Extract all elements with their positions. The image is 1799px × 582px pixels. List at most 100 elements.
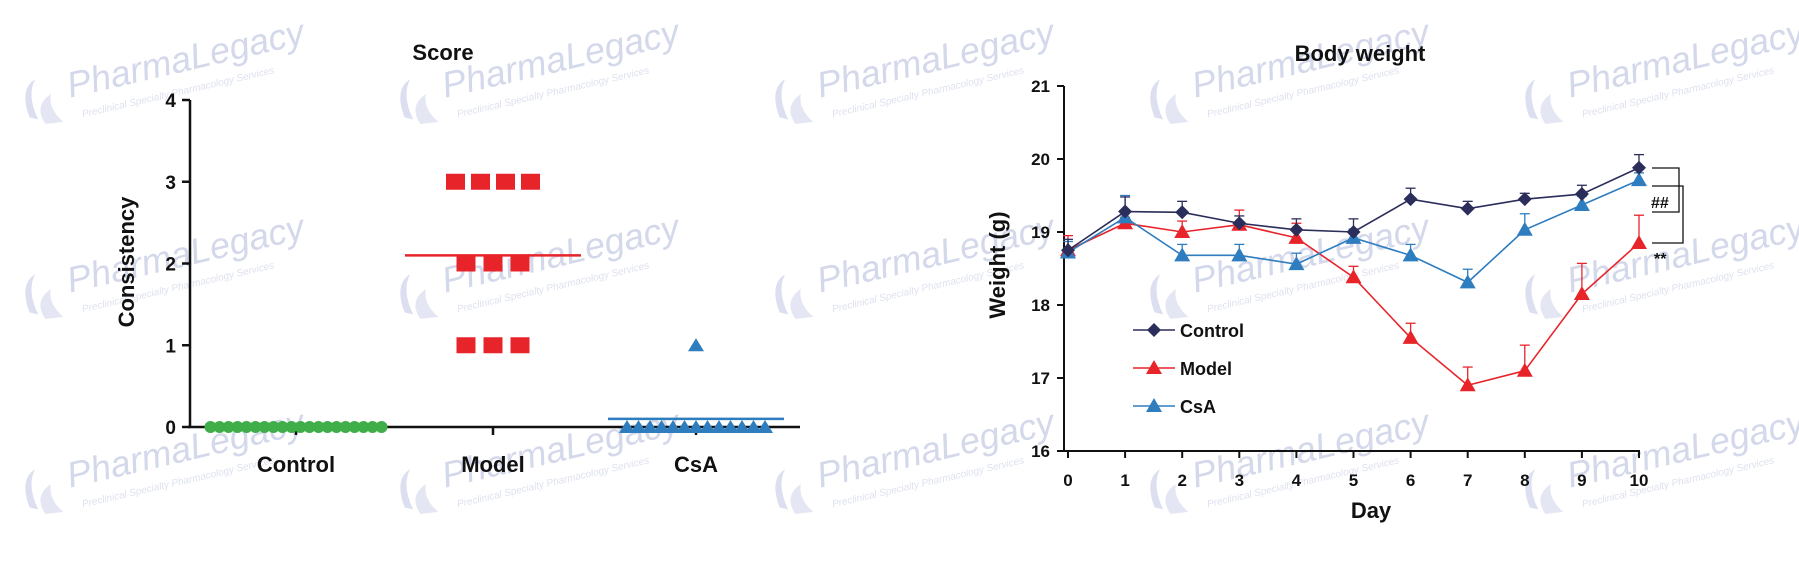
score-y-tick-label: 2 — [165, 255, 176, 276]
bw-x-tick-label: 6 — [1406, 471, 1415, 490]
score-point-model — [456, 337, 476, 354]
score-point-control — [366, 421, 379, 433]
score-point-control — [222, 421, 235, 433]
bw-y-tick-label: 19 — [1031, 223, 1050, 242]
score-point-model — [483, 255, 503, 272]
bw-y-label: Weight (g) — [985, 211, 1010, 318]
watermark-logo-icon — [790, 94, 814, 125]
bw-series — [1060, 153, 1647, 392]
bw-point-csa — [1288, 256, 1305, 271]
score-point-control — [375, 421, 388, 433]
score-point-model — [456, 255, 476, 272]
bracket-star — [1652, 185, 1684, 244]
bw-point-model — [1402, 329, 1419, 344]
legend-marker — [1146, 398, 1162, 412]
watermark-logo-icon — [40, 289, 64, 320]
score-point-model — [521, 173, 540, 190]
bw-point-csa — [1516, 221, 1533, 236]
bw-series-model — [1060, 209, 1647, 392]
score-y-ticks: 0 1 2 3 4 — [165, 91, 190, 439]
bw-point-control — [1118, 204, 1133, 219]
bw-x-tick-label: 8 — [1520, 471, 1529, 490]
bw-point-model — [1631, 234, 1647, 249]
score-x-ticks: Control Model CsA — [257, 427, 718, 477]
bw-x-tick-label: 0 — [1063, 471, 1072, 490]
bw-y-tick-label: 21 — [1031, 77, 1050, 96]
watermark-logo-icon — [40, 94, 64, 125]
bw-x-label: Day — [1351, 498, 1392, 523]
watermark-logo-icon — [415, 289, 439, 320]
score-title: Score — [412, 40, 473, 65]
legend-marker — [1147, 323, 1161, 337]
legend-item-model: Model — [1133, 359, 1232, 379]
bw-title: Body weight — [1295, 41, 1426, 66]
watermark-logo-icon — [790, 484, 814, 515]
watermark-logo-icon — [415, 484, 439, 515]
bw-series-csa — [1060, 172, 1647, 289]
bw-series-control — [1061, 153, 1646, 258]
body-weight-chart: Body weight Weight (g) Day 161718192021 … — [985, 41, 1684, 523]
score-point-csa — [642, 420, 658, 433]
score-y-tick-label: 0 — [165, 418, 176, 439]
bw-point-control — [1517, 192, 1532, 207]
score-point-model — [496, 173, 515, 190]
watermark-logo-icon — [775, 274, 789, 315]
annotation-hash: ## — [1651, 195, 1669, 212]
score-y-tick-label: 4 — [165, 91, 176, 112]
watermark-logo-icon — [1150, 79, 1164, 120]
bw-point-control — [1632, 160, 1646, 175]
bw-x-tick-label: 10 — [1630, 471, 1649, 490]
bw-y-tick-label: 20 — [1031, 150, 1050, 169]
watermark-logo-icon — [1525, 274, 1539, 315]
watermark-logo-icon — [1525, 79, 1539, 120]
watermark-logo-icon — [1165, 484, 1189, 515]
watermark-logo-icon — [1165, 94, 1189, 125]
bw-x-tick-label: 5 — [1349, 471, 1358, 490]
bw-point-model — [1573, 286, 1590, 301]
bw-y-tick-label: 16 — [1031, 442, 1050, 461]
watermark-logo-icon — [775, 469, 789, 510]
score-y-label: Consistency — [114, 196, 139, 328]
bw-x-tick-label: 9 — [1577, 471, 1586, 490]
bw-point-control — [1403, 192, 1418, 207]
score-point-csa — [734, 420, 750, 433]
bw-point-csa — [1402, 247, 1419, 262]
watermark-logo-icon — [1150, 274, 1164, 315]
watermark-logo-icon — [1525, 469, 1539, 510]
score-point-csa — [745, 420, 762, 433]
score-y-tick-label: 1 — [165, 336, 176, 357]
score-point-model — [471, 173, 490, 190]
score-points — [204, 173, 784, 433]
bw-x-tick-label: 4 — [1292, 471, 1302, 490]
score-chart: Score Consistency 0 1 2 3 4 Control Model CsA — [114, 40, 800, 477]
watermark-logo-icon — [1540, 484, 1564, 515]
score-x-tick-label: Model — [461, 452, 525, 477]
score-point-csa — [665, 420, 681, 433]
score-point-control — [204, 421, 217, 433]
bw-x-tick-label: 1 — [1120, 471, 1129, 490]
legend-item-csa: CsA — [1133, 397, 1216, 417]
bw-point-model — [1174, 224, 1191, 238]
bw-point-control — [1574, 187, 1589, 202]
watermark-logo-icon — [775, 79, 789, 120]
bw-point-csa — [1459, 274, 1476, 289]
bw-point-control — [1061, 243, 1075, 258]
watermark-logo-icon — [1150, 469, 1164, 510]
score-point-csa — [630, 420, 647, 433]
bw-point-csa — [1573, 196, 1590, 211]
bw-point-model — [1345, 269, 1362, 284]
bw-point-model — [1288, 229, 1305, 244]
bw-y-tick-label: 18 — [1031, 296, 1050, 315]
score-point-csa — [722, 420, 739, 433]
annotation-star: ** — [1654, 251, 1667, 268]
watermark-logo-icon — [25, 274, 39, 315]
bw-point-model — [1459, 377, 1476, 392]
